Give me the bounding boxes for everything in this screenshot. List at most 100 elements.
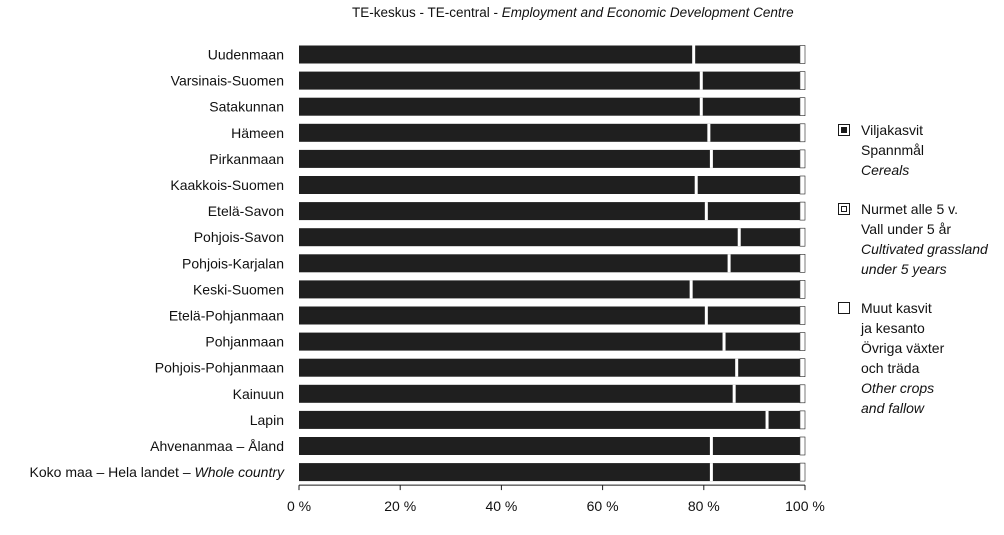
bar-cereals bbox=[299, 332, 725, 351]
bar-segment-gap bbox=[699, 71, 703, 90]
legend-label-fi: Nurmet alle 5 v. bbox=[861, 201, 958, 217]
legend-label-fi: Muut kasvit ja kesanto bbox=[861, 300, 932, 336]
bar-other bbox=[799, 306, 806, 325]
category-label: Pohjois-Pohjanmaan bbox=[155, 360, 284, 376]
bar-cereals bbox=[299, 410, 768, 429]
category-label: Kainuun bbox=[233, 386, 284, 402]
bar-other bbox=[799, 201, 806, 221]
bar-grassland bbox=[708, 123, 800, 142]
bar-other bbox=[799, 254, 806, 273]
x-tick-label: 0 % bbox=[287, 498, 311, 514]
bar-grassland bbox=[736, 358, 800, 377]
category-label: Pohjois-Karjalan bbox=[182, 255, 284, 271]
category-label: Uudenmaan bbox=[208, 47, 284, 63]
bar-cereals bbox=[299, 97, 702, 116]
category-label: Etelä-Savon bbox=[208, 203, 284, 219]
category-label: Pohjanmaan bbox=[205, 334, 284, 350]
bar-cereals bbox=[299, 45, 694, 64]
bar-segment-gap bbox=[704, 306, 708, 325]
bar-other bbox=[799, 436, 806, 456]
legend-swatch-grassland bbox=[838, 203, 850, 215]
bar-grassland bbox=[734, 384, 800, 403]
category-label: Koko maa – Hela landet – Whole country bbox=[30, 464, 285, 480]
bar-segment-gap bbox=[707, 123, 711, 142]
bar-other bbox=[799, 462, 806, 482]
bar-grassland bbox=[701, 97, 800, 116]
bar-other bbox=[799, 45, 806, 64]
bar-grassland bbox=[711, 149, 800, 168]
bar-cereals bbox=[299, 280, 692, 299]
legend-label-en: Cultivated grassland under 5 years bbox=[861, 241, 988, 277]
category-label: Keski-Suomen bbox=[193, 281, 284, 297]
x-tick-label: 20 % bbox=[384, 498, 416, 514]
bar-cereals bbox=[299, 254, 730, 273]
bar-grassland bbox=[711, 437, 800, 455]
bar-grassland bbox=[739, 228, 800, 247]
bar-cereals bbox=[299, 228, 740, 247]
legend-label-sv: Övriga växter och träda bbox=[861, 340, 945, 376]
legend-swatch-cereals bbox=[838, 124, 850, 136]
bar-cereals bbox=[299, 437, 712, 455]
bar-segment-gap bbox=[699, 97, 703, 116]
category-label: Lapin bbox=[250, 412, 284, 428]
category-label: Ahvenanmaa – Åland bbox=[150, 438, 284, 454]
bar-cereals bbox=[299, 202, 707, 221]
bar-segment-gap bbox=[692, 45, 696, 64]
x-tick-label: 80 % bbox=[688, 498, 720, 514]
bar-other bbox=[799, 332, 806, 351]
bar-other bbox=[799, 384, 806, 404]
legend-item-grassland: Nurmet alle 5 v. Vall under 5 år Cultiva… bbox=[838, 199, 1004, 279]
bar-grassland bbox=[767, 410, 800, 429]
bar-grassland bbox=[706, 306, 800, 325]
bar-grassland bbox=[724, 332, 800, 351]
bar-segment-gap bbox=[689, 280, 693, 299]
x-tick-label: 40 % bbox=[485, 498, 517, 514]
chart-title: TE-keskus - TE-central - Employment and … bbox=[352, 5, 794, 20]
bar-segment-gap bbox=[732, 384, 736, 403]
bar-grassland bbox=[691, 280, 800, 299]
bar-other bbox=[799, 71, 806, 90]
bar-segment-gap bbox=[735, 358, 739, 377]
bar-segment-gap bbox=[704, 202, 708, 221]
x-tick-label: 100 % bbox=[785, 498, 825, 514]
bar-other bbox=[799, 97, 806, 116]
bar-cereals bbox=[299, 71, 702, 90]
category-label: Satakunnan bbox=[209, 99, 284, 115]
bar-grassland bbox=[696, 176, 800, 194]
legend-label-en: Other crops and fallow bbox=[861, 380, 935, 416]
bar-grassland bbox=[693, 45, 800, 64]
bar-segment-gap bbox=[737, 228, 741, 247]
bar-grassland bbox=[706, 202, 800, 221]
bar-other bbox=[799, 227, 806, 247]
bar-other bbox=[799, 175, 806, 195]
bar-cereals bbox=[299, 384, 735, 403]
bar-grassland bbox=[701, 71, 800, 90]
bar-segment-gap bbox=[709, 463, 713, 482]
bar-segment-gap bbox=[709, 149, 713, 168]
bar-other bbox=[799, 280, 806, 299]
bar-other bbox=[799, 410, 806, 430]
bar-segment-gap bbox=[727, 254, 731, 273]
bar-cereals bbox=[299, 306, 707, 325]
legend-swatch-other bbox=[838, 302, 850, 314]
category-label: Pohjois-Savon bbox=[194, 229, 284, 245]
bar-grassland bbox=[729, 254, 800, 273]
category-label: Hämeen bbox=[231, 125, 284, 141]
legend-label-sv: Vall under 5 år bbox=[861, 221, 952, 237]
legend-label-sv: Spannmål bbox=[861, 142, 925, 158]
bar-cereals bbox=[299, 358, 737, 377]
legend-label-fi: Viljakasvit bbox=[861, 122, 923, 138]
bar-cereals bbox=[299, 149, 712, 168]
category-label: Etelä-Pohjanmaan bbox=[169, 308, 284, 324]
category-label: Varsinais-Suomen bbox=[171, 73, 284, 89]
bar-cereals bbox=[299, 123, 709, 142]
legend-label-en: Cereals bbox=[861, 162, 910, 178]
bar-other bbox=[799, 358, 806, 378]
bar-segment-gap bbox=[765, 410, 769, 429]
category-label: Kaakkois-Suomen bbox=[170, 177, 284, 193]
bar-other bbox=[799, 123, 806, 143]
legend-item-cereals: Viljakasvit Spannmål Cereals bbox=[838, 120, 1004, 180]
bar-cereals bbox=[299, 463, 712, 482]
